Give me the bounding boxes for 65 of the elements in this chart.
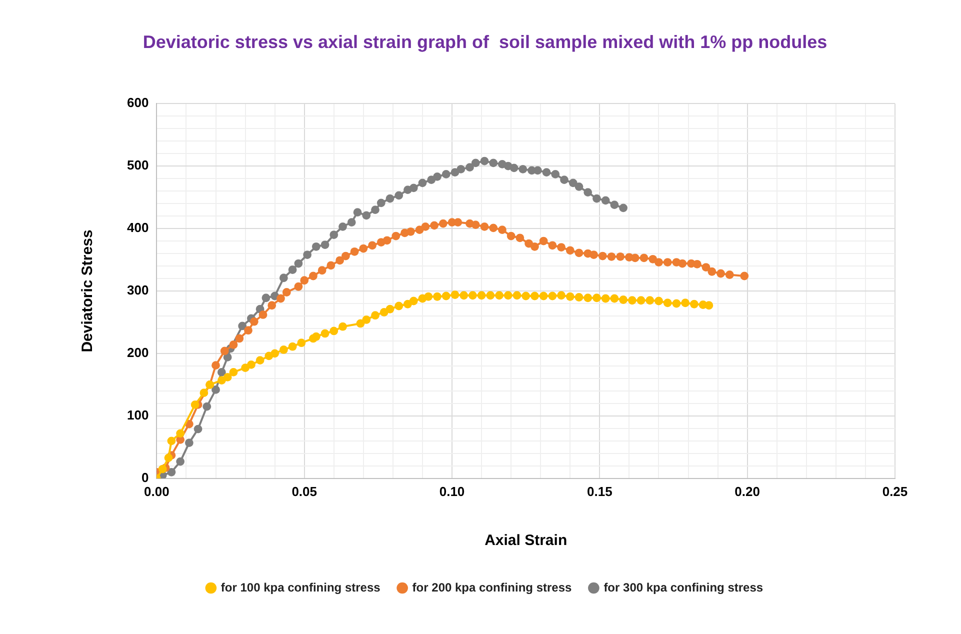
point (592, 194, 601, 203)
point (223, 353, 232, 362)
point (167, 468, 176, 476)
point (433, 172, 442, 181)
y-tick-label: 500 (126, 158, 149, 173)
point (347, 218, 356, 226)
point (353, 208, 362, 216)
point (362, 211, 371, 220)
chart-title: Deviatoric stress vs axial strain graph of soil sample mixed with 1% pp nodules (142, 32, 828, 52)
point (320, 240, 330, 249)
y-tick-label: 200 (126, 345, 149, 360)
point (601, 196, 610, 205)
x-axis-title: Axial Strain (484, 532, 568, 550)
point (442, 170, 450, 178)
point (466, 163, 474, 172)
point (303, 250, 312, 259)
x-tick-label: 0.05 (292, 484, 318, 499)
point (376, 198, 386, 208)
point (456, 164, 466, 174)
y-axis-title: Deviatoric Stress (79, 230, 96, 352)
point (217, 368, 226, 376)
y-tick-label: 600 (126, 95, 149, 110)
point (394, 191, 404, 200)
point (262, 294, 270, 302)
point (371, 206, 380, 214)
point (338, 222, 347, 231)
legend-label: for 100 kpa confining stress (220, 580, 381, 594)
point (542, 168, 551, 177)
point (510, 164, 518, 172)
point (386, 194, 394, 203)
point (418, 178, 427, 188)
point (176, 457, 185, 466)
point (202, 402, 212, 411)
y-tick-label: 300 (126, 282, 149, 298)
point (238, 322, 247, 330)
y-tick-label: 100 (126, 408, 149, 423)
point (194, 424, 202, 434)
y-tick-label: 0 (141, 470, 149, 485)
legend-label: for 200 kpa confining stress (412, 580, 572, 594)
point (568, 178, 578, 188)
point (212, 386, 220, 394)
point (584, 188, 592, 197)
x-tick-label: 0.00 (144, 484, 170, 499)
point (574, 182, 584, 191)
point (279, 274, 288, 282)
x-tick-label: 0.15 (587, 484, 612, 499)
point (471, 158, 480, 168)
legend-label: for 300 kpa confining stress (604, 580, 764, 594)
x-tick-label: 0.20 (734, 484, 760, 499)
point (619, 204, 628, 212)
point (518, 164, 528, 174)
point (288, 266, 297, 274)
point (330, 230, 338, 239)
x-tick-label: 0.25 (882, 484, 908, 499)
point (610, 200, 619, 209)
point (489, 158, 498, 168)
point (560, 176, 568, 184)
point (480, 156, 489, 166)
point (551, 170, 560, 178)
point (312, 242, 320, 251)
point (184, 438, 194, 447)
point (409, 184, 418, 192)
point (294, 259, 303, 268)
y-tick-label: 400 (126, 220, 149, 236)
x-tick-label: 0.10 (439, 484, 465, 499)
